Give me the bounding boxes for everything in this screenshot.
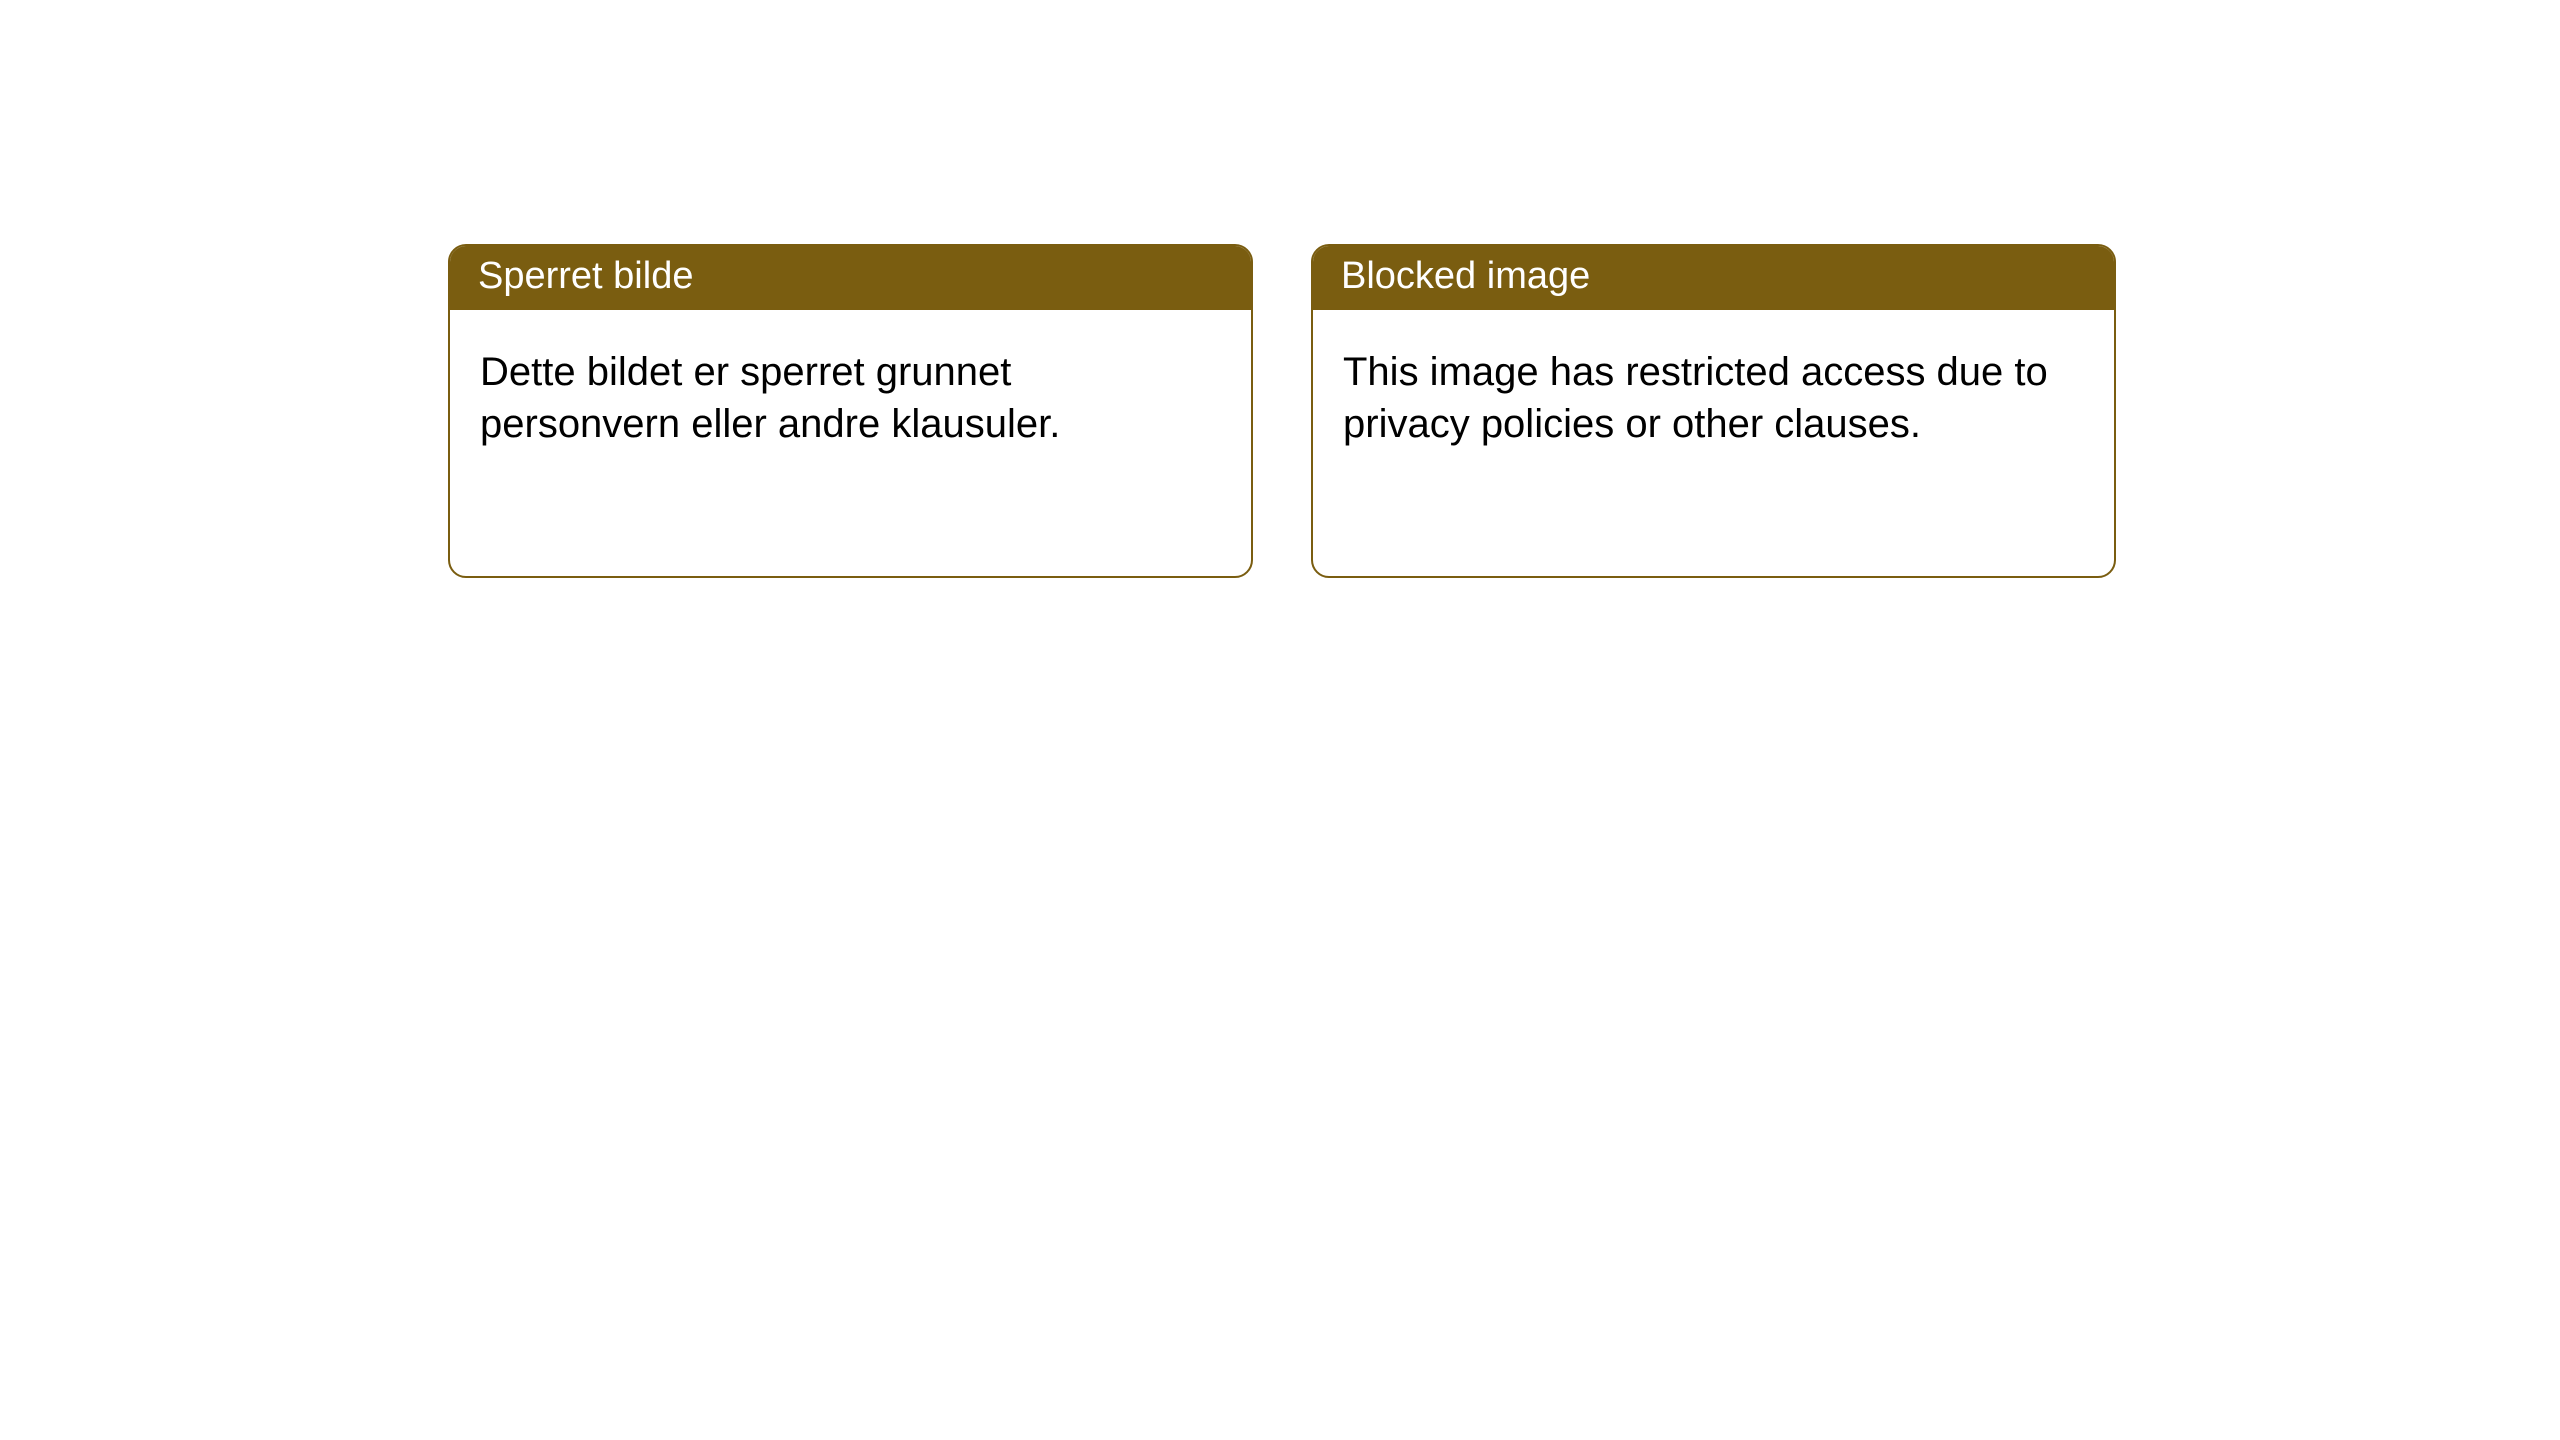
notice-card-norwegian: Sperret bilde Dette bildet er sperret gr… (448, 244, 1253, 578)
notice-header: Sperret bilde (450, 246, 1251, 310)
notice-body: This image has restricted access due to … (1313, 310, 2114, 486)
notice-container: Sperret bilde Dette bildet er sperret gr… (0, 0, 2560, 578)
notice-body: Dette bildet er sperret grunnet personve… (450, 310, 1251, 486)
notice-card-english: Blocked image This image has restricted … (1311, 244, 2116, 578)
notice-header: Blocked image (1313, 246, 2114, 310)
